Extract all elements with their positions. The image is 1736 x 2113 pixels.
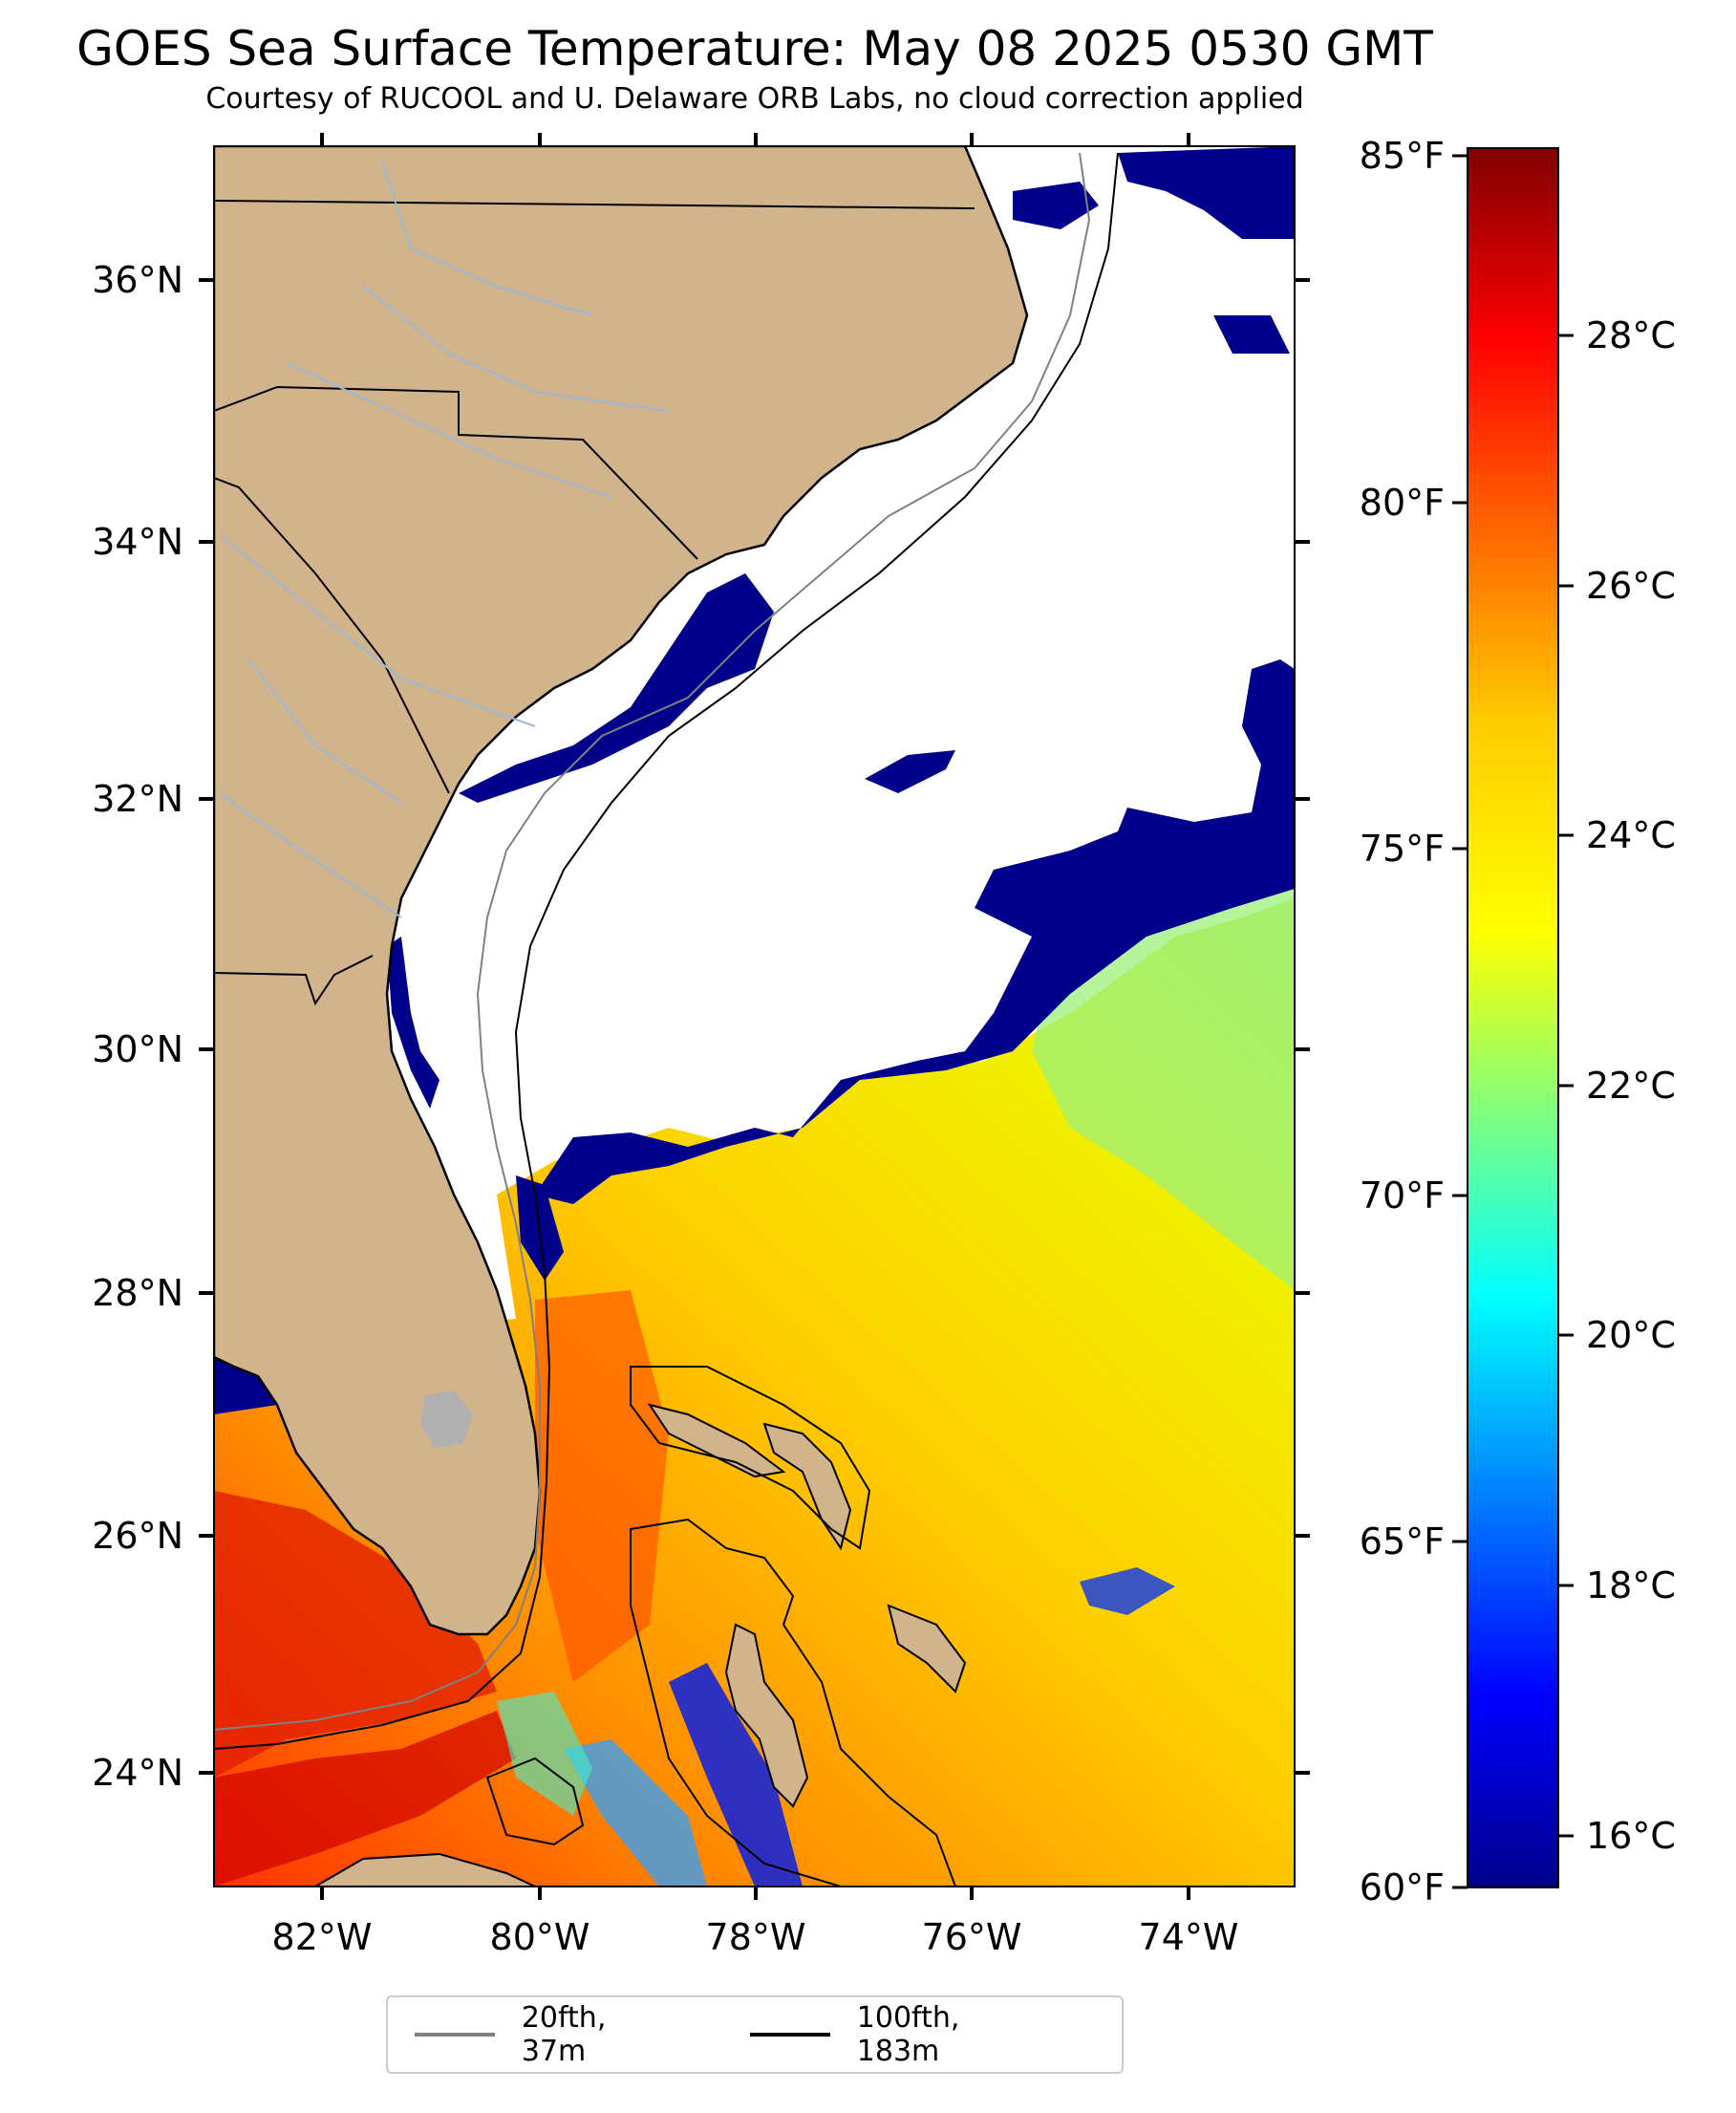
lon-tick-label: 80°W	[490, 1916, 590, 1958]
legend-item-100fth: 100fth, 183m	[749, 2001, 1051, 2068]
lon-tick-label: 82°W	[272, 1916, 373, 1958]
celsius-label: 24°C	[1586, 814, 1676, 856]
lat-ticks	[199, 278, 1310, 1775]
legend-line-gray	[415, 2033, 495, 2037]
fahrenheit-label: 85°F	[1360, 135, 1445, 177]
lat-tick-label: 34°N	[92, 521, 183, 563]
celsius-label: 28°C	[1586, 314, 1676, 356]
legend-line-black	[749, 2033, 830, 2037]
lat-tick-label: 36°N	[92, 259, 183, 301]
map-title: GOES Sea Surface Temperature: May 08 202…	[76, 21, 1433, 76]
cold-pixels-band	[535, 659, 1295, 1204]
rivers	[219, 162, 670, 918]
cold-pixels-ne2	[1213, 315, 1290, 354]
legend-label: 100fth, 183m	[856, 2001, 960, 2068]
cold-pixels-gulf	[214, 1357, 277, 1414]
celsius-label: 20°C	[1586, 1314, 1676, 1356]
state-borders	[214, 200, 975, 1006]
contour-cay-sal-bank	[485, 1757, 585, 1846]
colorbar-f-ticks	[1452, 154, 1468, 1889]
contour-100fth	[214, 152, 1119, 1750]
green-offshore-water	[1032, 889, 1295, 1290]
lake-okeechobee	[420, 1391, 473, 1448]
fahrenheit-label: 60°F	[1360, 1866, 1445, 1908]
fahrenheit-label: 80°F	[1360, 482, 1445, 524]
warm-core-gulfstream	[535, 1290, 669, 1682]
land-mainland	[214, 146, 1029, 1636]
fahrenheit-label: 70°F	[1360, 1175, 1445, 1217]
warm-core-south	[214, 1491, 497, 1778]
cold-streak-1	[669, 1663, 803, 1887]
colorbar-f-labels: 85°F 80°F 75°F 70°F 65°F 60°F	[1360, 135, 1445, 1908]
contour-legend: 20fth, 37m 100fth, 183m	[386, 1995, 1124, 2074]
lat-tick-label: 32°N	[92, 778, 183, 820]
cold-streak-2	[564, 1739, 707, 1887]
warm-core-straits	[214, 1711, 516, 1887]
cold-pixels-carolina	[459, 573, 774, 803]
lon-ticks	[320, 133, 1190, 1900]
legend-item-20fth: 20fth, 37m	[415, 2001, 679, 2068]
legend-label: 20fth, 37m	[521, 2001, 607, 2068]
land-abaco	[762, 1422, 852, 1551]
cold-pixels-mid	[865, 750, 955, 793]
lon-tick-labels: 82°W 80°W 78°W 76°W 74°W	[272, 1916, 1239, 1958]
land-cuba-edge	[313, 1852, 536, 1887]
colorbar-c-ticks	[1558, 334, 1574, 1838]
celsius-label: 22°C	[1586, 1065, 1676, 1107]
fahrenheit-label: 75°F	[1360, 828, 1445, 870]
land-grand-bahama	[647, 1403, 786, 1478]
land-andros-island	[724, 1623, 809, 1808]
contour-20fth	[214, 152, 1091, 1731]
celsius-label: 18°C	[1586, 1564, 1676, 1606]
cold-pixels-georgia	[387, 937, 439, 1109]
sst-map-area	[214, 146, 1295, 1887]
lon-tick-label: 74°W	[1139, 1916, 1239, 1958]
lat-tick-labels: 36°N 34°N 32°N 30°N 28°N 26°N 24°N	[92, 259, 183, 1794]
lat-tick-label: 28°N	[92, 1272, 183, 1314]
lat-tick-label: 30°N	[92, 1028, 183, 1070]
contour-great-bahama-bank	[630, 1518, 957, 1887]
land-eleuthera	[887, 1604, 967, 1693]
lon-tick-label: 78°W	[706, 1916, 806, 1958]
celsius-label: 26°C	[1586, 565, 1676, 607]
cold-pixels-outer-banks	[1013, 182, 1099, 229]
fahrenheit-label: 65°F	[1360, 1520, 1445, 1563]
lat-tick-label: 24°N	[92, 1752, 183, 1794]
warm-sst-field	[214, 898, 1295, 1887]
cold-pixels-ne	[1118, 146, 1295, 239]
blue-patch-east	[1080, 1567, 1175, 1615]
lat-tick-label: 26°N	[92, 1515, 183, 1557]
lon-tick-label: 76°W	[922, 1916, 1022, 1958]
contour-little-bahama-bank	[630, 1366, 871, 1550]
celsius-label: 16°C	[1586, 1815, 1676, 1857]
colorbar	[1467, 147, 1559, 1888]
colorbar-c-labels: 28°C 26°C 24°C 22°C 20°C 18°C 16°C	[1586, 314, 1676, 1857]
map-subtitle: Courtesy of RUCOOL and U. Delaware ORB L…	[205, 82, 1304, 116]
